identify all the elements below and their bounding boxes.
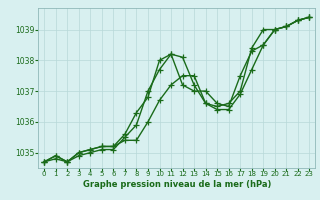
X-axis label: Graphe pression niveau de la mer (hPa): Graphe pression niveau de la mer (hPa) <box>83 180 271 189</box>
